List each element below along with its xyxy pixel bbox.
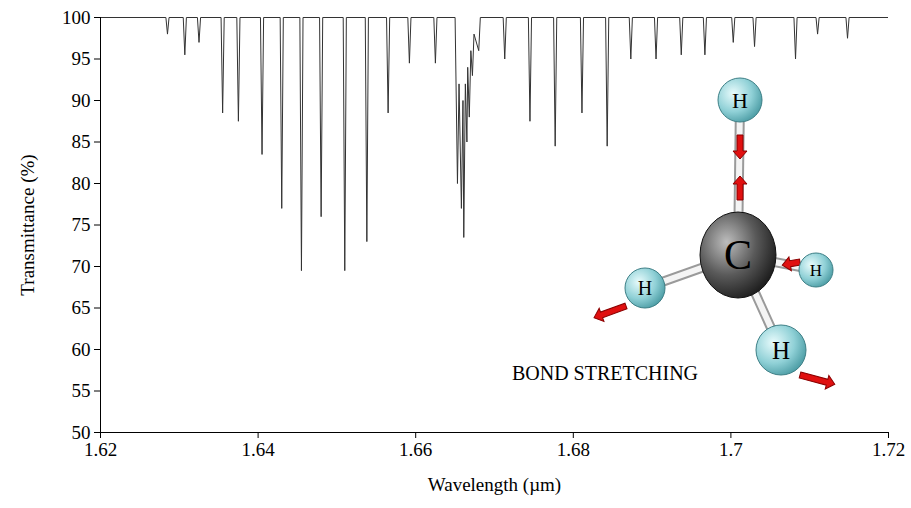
svg-text:1.68: 1.68 <box>557 439 590 460</box>
svg-text:100: 100 <box>62 7 91 28</box>
svg-text:95: 95 <box>72 48 91 69</box>
svg-text:1.72: 1.72 <box>872 439 905 460</box>
svg-text:50: 50 <box>72 422 91 443</box>
svg-text:60: 60 <box>72 339 91 360</box>
svg-text:H: H <box>810 261 822 280</box>
svg-text:1.62: 1.62 <box>83 439 118 460</box>
svg-text:75: 75 <box>72 214 91 235</box>
svg-text:1.66: 1.66 <box>399 439 432 460</box>
svg-text:55: 55 <box>72 380 91 401</box>
svg-text:C: C <box>724 232 752 278</box>
svg-text:80: 80 <box>72 173 91 194</box>
svg-text:H: H <box>732 88 748 113</box>
svg-text:Wavelength (µm): Wavelength (µm) <box>428 474 561 496</box>
svg-text:Transmittance (%): Transmittance (%) <box>17 154 39 295</box>
svg-text:1.64: 1.64 <box>241 439 275 460</box>
svg-text:1.7: 1.7 <box>719 439 743 460</box>
svg-text:H: H <box>638 277 652 299</box>
svg-text:BOND STRETCHING: BOND STRETCHING <box>512 362 698 384</box>
svg-text:65: 65 <box>72 297 91 318</box>
svg-text:85: 85 <box>72 131 91 152</box>
svg-text:H: H <box>772 337 790 364</box>
svg-text:90: 90 <box>72 90 91 111</box>
svg-text:70: 70 <box>72 256 91 277</box>
